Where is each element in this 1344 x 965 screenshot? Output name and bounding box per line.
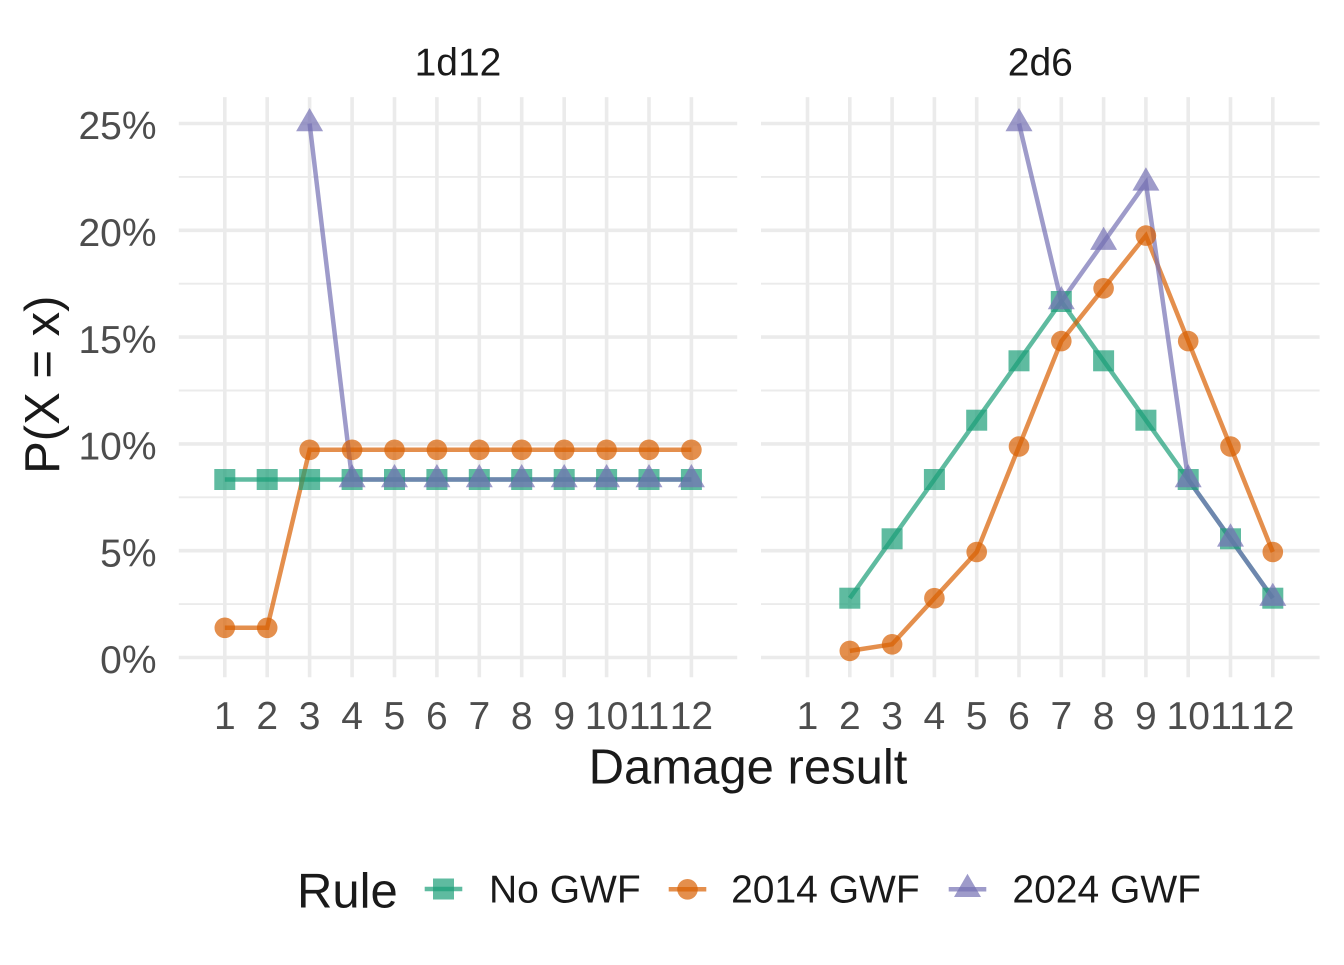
svg-text:Damage result: Damage result xyxy=(589,741,908,795)
svg-text:5%: 5% xyxy=(100,532,156,575)
svg-text:12: 12 xyxy=(1251,695,1294,738)
svg-text:2024 GWF: 2024 GWF xyxy=(1012,868,1201,911)
svg-text:3: 3 xyxy=(881,695,903,738)
svg-text:2: 2 xyxy=(256,695,278,738)
svg-text:4: 4 xyxy=(924,695,946,738)
svg-text:8: 8 xyxy=(511,695,533,738)
svg-text:4: 4 xyxy=(341,695,363,738)
svg-text:3: 3 xyxy=(299,695,321,738)
svg-text:6: 6 xyxy=(1008,695,1030,738)
svg-text:11: 11 xyxy=(1210,695,1251,738)
svg-text:9: 9 xyxy=(1135,695,1157,738)
svg-text:5: 5 xyxy=(384,695,406,738)
svg-text:2d6: 2d6 xyxy=(1008,42,1073,85)
svg-text:12: 12 xyxy=(670,695,713,738)
svg-text:10: 10 xyxy=(585,695,628,738)
svg-text:No GWF: No GWF xyxy=(489,868,641,911)
svg-text:7: 7 xyxy=(1050,695,1072,738)
svg-text:20%: 20% xyxy=(78,212,156,255)
svg-text:25%: 25% xyxy=(78,105,156,148)
svg-text:1d12: 1d12 xyxy=(415,42,502,85)
svg-text:15%: 15% xyxy=(78,319,156,362)
svg-text:10: 10 xyxy=(1167,695,1210,738)
svg-text:1: 1 xyxy=(214,695,236,738)
svg-text:6: 6 xyxy=(426,695,448,738)
svg-text:11: 11 xyxy=(629,695,670,738)
svg-text:7: 7 xyxy=(468,695,490,738)
svg-text:2014 GWF: 2014 GWF xyxy=(731,868,920,911)
svg-text:8: 8 xyxy=(1093,695,1115,738)
svg-text:9: 9 xyxy=(553,695,575,738)
svg-text:1: 1 xyxy=(797,695,819,738)
svg-text:P(X = x): P(X = x) xyxy=(16,296,70,474)
svg-text:10%: 10% xyxy=(78,426,156,469)
svg-text:5: 5 xyxy=(966,695,988,738)
svg-text:0%: 0% xyxy=(100,639,156,682)
svg-text:2: 2 xyxy=(839,695,861,738)
svg-text:Rule: Rule xyxy=(297,865,398,919)
